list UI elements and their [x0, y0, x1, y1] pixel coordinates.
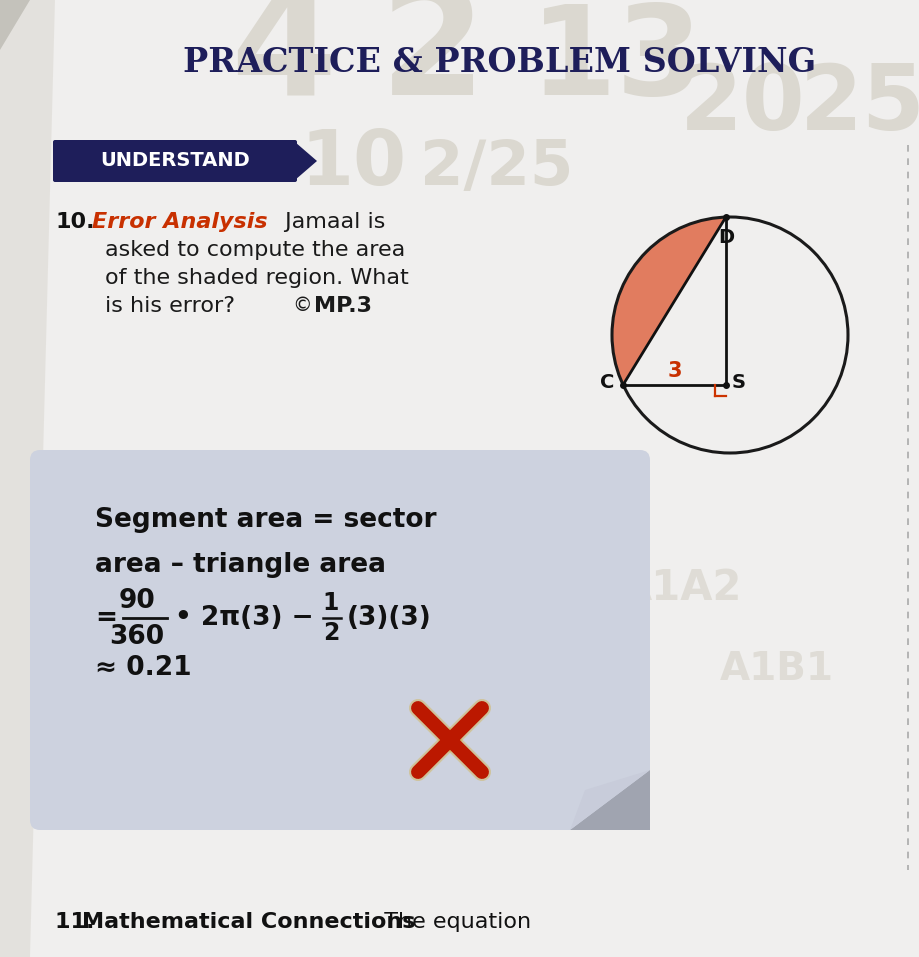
Polygon shape	[570, 770, 650, 830]
Text: Jamaal is: Jamaal is	[278, 212, 385, 232]
Text: 3: 3	[667, 361, 682, 381]
Text: 2: 2	[323, 621, 339, 645]
Text: Error Analysis: Error Analysis	[92, 212, 267, 232]
Text: 2: 2	[380, 0, 486, 127]
Text: Mathematical Connections: Mathematical Connections	[82, 912, 415, 932]
Text: 25: 25	[800, 61, 919, 149]
Text: 11.: 11.	[55, 912, 102, 932]
Text: 13: 13	[530, 0, 704, 121]
Text: S: S	[732, 373, 746, 392]
Text: D: D	[718, 228, 734, 247]
Text: A1B1: A1B1	[720, 650, 834, 688]
Text: UNDERSTAND: UNDERSTAND	[100, 151, 250, 170]
Text: 360: 360	[109, 624, 165, 650]
Polygon shape	[0, 0, 55, 957]
Text: 90: 90	[119, 588, 155, 614]
Text: C: C	[600, 373, 614, 392]
Text: ©: ©	[292, 296, 312, 315]
Text: =: =	[95, 605, 117, 631]
Text: Segment area = sector: Segment area = sector	[95, 507, 437, 533]
Text: 10: 10	[300, 127, 406, 201]
Text: ≈ 0.21: ≈ 0.21	[95, 655, 192, 681]
Text: asked to compute the area: asked to compute the area	[105, 240, 405, 260]
Text: 2/25: 2/25	[420, 138, 573, 198]
Polygon shape	[295, 142, 317, 180]
Text: 10.: 10.	[55, 212, 95, 232]
FancyBboxPatch shape	[53, 140, 297, 182]
Text: of the shaded region. What: of the shaded region. What	[105, 268, 409, 288]
Text: area – triangle area: area – triangle area	[95, 552, 386, 578]
Polygon shape	[612, 217, 726, 385]
Text: A1A2: A1A2	[620, 567, 743, 609]
FancyBboxPatch shape	[30, 450, 650, 830]
Text: • 2π(3) −: • 2π(3) −	[175, 605, 313, 631]
Text: 1: 1	[323, 591, 339, 615]
Text: PRACTICE & PROBLEM SOLVING: PRACTICE & PROBLEM SOLVING	[184, 46, 817, 78]
Text: 4: 4	[230, 0, 336, 127]
Text: (3)(3): (3)(3)	[347, 605, 432, 631]
Text: 20: 20	[680, 61, 806, 149]
Text: The equation: The equation	[370, 912, 531, 932]
Text: is his error?: is his error?	[105, 296, 235, 316]
Polygon shape	[570, 770, 650, 830]
Text: MP.3: MP.3	[314, 296, 372, 316]
